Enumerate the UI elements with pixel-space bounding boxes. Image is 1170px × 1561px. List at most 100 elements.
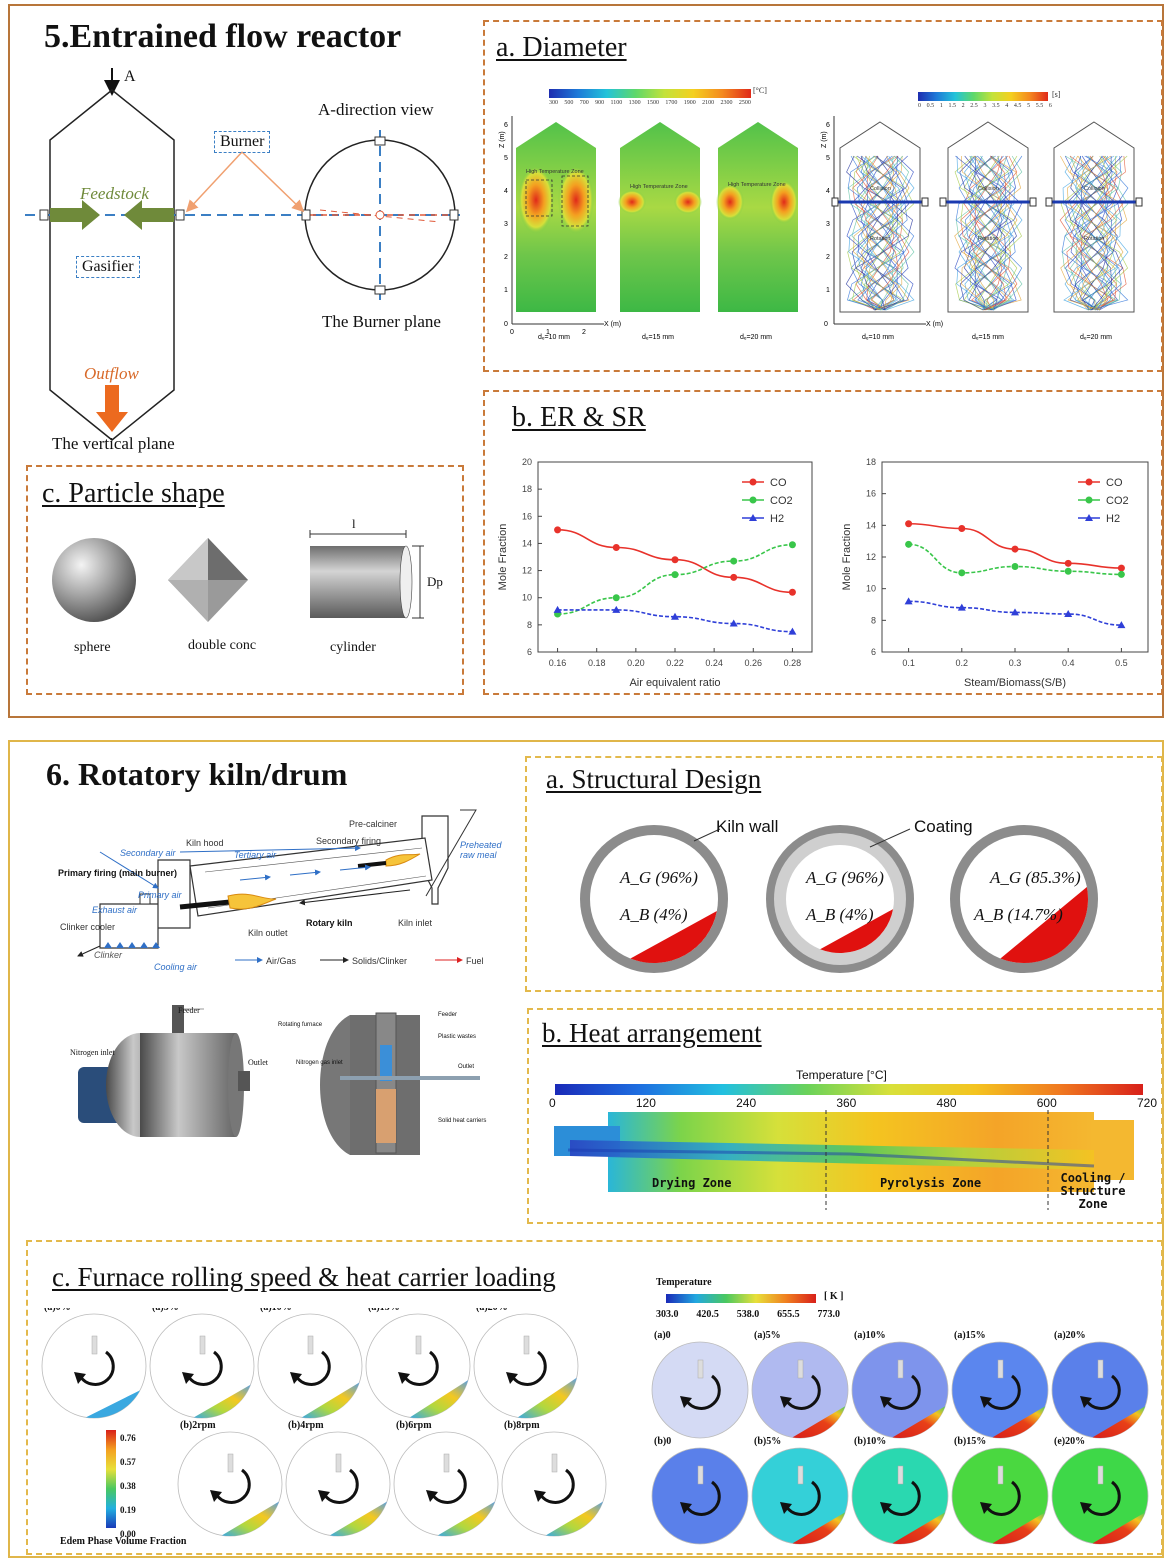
- collision-label: Collision: [978, 186, 999, 192]
- speed-drum: (b)6rpm: [393, 1420, 499, 1537]
- streamline: [963, 155, 1011, 311]
- heat-tick: 480: [936, 1096, 957, 1110]
- temp-tick: 300: [549, 100, 558, 106]
- feeder-stub: [997, 1465, 1004, 1485]
- nitrogen-inlet-label: Nitrogen inlet: [70, 1048, 115, 1057]
- legend-marker: [1085, 478, 1093, 486]
- streamline: [960, 155, 1018, 311]
- streamline: [954, 155, 1022, 311]
- cylinder-shape: [310, 546, 406, 618]
- ring2-ab: A_B (4%): [806, 905, 874, 924]
- legend-fuel: Fuel: [466, 956, 484, 966]
- y-tick-label: 10: [866, 584, 876, 594]
- temperature-k-unit: [ K ]: [824, 1291, 844, 1302]
- data-point-H2: [729, 619, 738, 627]
- temp-tick: 2100: [702, 100, 715, 106]
- drum-label: (a)5%: [152, 1308, 179, 1313]
- heat-arrangement-panel: [527, 1008, 1163, 1224]
- streamline: [852, 155, 910, 311]
- streamline: [861, 155, 899, 311]
- speed-drum: (b)4rpm: [285, 1420, 391, 1537]
- drum-label: (a)10%: [260, 1308, 292, 1313]
- outlet-photo-label: Outlet: [248, 1058, 268, 1067]
- k-tick: 420.5: [696, 1309, 719, 1320]
- rotation-arrow: [884, 1374, 921, 1410]
- drum-circle: [951, 1447, 1049, 1545]
- x-axis-label: Steam/Biomass(S/B): [964, 677, 1066, 689]
- legend-label: CO: [770, 477, 787, 489]
- rotation-arrowhead: [290, 1372, 302, 1384]
- time-tick: 0: [918, 103, 921, 109]
- burden-segment: [630, 910, 717, 963]
- feeder-stub: [897, 1359, 904, 1379]
- data-point-CO: [905, 520, 913, 528]
- heat-tick: 240: [736, 1096, 757, 1110]
- plot-frame: [881, 461, 1149, 653]
- x-axis-label: Air equivalent ratio: [629, 677, 720, 689]
- rotation-label: Rotation: [1084, 236, 1105, 242]
- rotation-arrow: [294, 1350, 331, 1386]
- rotation-arrow: [884, 1480, 921, 1516]
- legend-marker: [749, 478, 757, 486]
- drum-photo-and-cutaway: [78, 1005, 480, 1155]
- x-tick-label: 0.5: [1115, 658, 1128, 668]
- x-axis-label: X (m): [926, 321, 943, 328]
- ring1-ag: A_G (96%): [620, 868, 698, 887]
- temperature-k-ticks: 303.0 420.5 538.0 655.5 773.0: [656, 1309, 840, 1320]
- volume-fraction-ticks: 0.76 0.57 0.38 0.19 0.00: [120, 1426, 136, 1546]
- particle-shapes: [52, 530, 424, 622]
- reactor-contour-15mm: [620, 122, 700, 312]
- heat-carrier-bed: [1092, 1512, 1146, 1544]
- drum-label: (a)15%: [954, 1330, 986, 1341]
- y-tick-label: 12: [866, 552, 876, 562]
- cutaway-shell: [320, 1015, 350, 1155]
- y-axis-label: Mole Fraction: [841, 524, 853, 591]
- y-tick-label: 12: [522, 566, 532, 576]
- gasifier-label: Gasifier: [76, 256, 140, 278]
- case-label: dₑ=20 mm: [740, 334, 772, 341]
- time-unit: [s]: [1052, 90, 1061, 99]
- heat-colorbar: [555, 1084, 1143, 1095]
- feeder-stub: [697, 1359, 704, 1379]
- data-point-CO: [1011, 545, 1019, 553]
- z-tick: 5: [504, 155, 508, 162]
- streamline: [1061, 155, 1129, 311]
- heat-contour: [554, 1110, 1134, 1210]
- feeder-stub: [415, 1335, 422, 1355]
- y-axis-label: Mole Fraction: [497, 524, 509, 591]
- burner-plane-label: The Burner plane: [322, 312, 441, 331]
- drum-label: (b)0: [654, 1436, 671, 1447]
- z-tick: 2: [504, 254, 508, 261]
- data-point-H2: [1064, 610, 1073, 617]
- burner-port: [1135, 197, 1143, 207]
- drum-label: (a)20%: [476, 1308, 508, 1313]
- drum-label: (b)5%: [754, 1436, 781, 1447]
- x-tick-label: 0.28: [784, 658, 802, 668]
- heat-carrier-bed: [792, 1406, 846, 1438]
- y-tick-label: 6: [527, 647, 532, 657]
- x-tick-label: 0.18: [588, 658, 606, 668]
- cooling-zone-label: Cooling / Structure Zone: [1060, 1171, 1126, 1211]
- drum-circle: [851, 1447, 949, 1545]
- drying-zone-label: Drying Zone: [652, 1176, 732, 1190]
- data-point-CO: [1117, 564, 1125, 572]
- streamline: [860, 155, 899, 311]
- furnace-rolling-panel: [26, 1240, 1163, 1555]
- streamline: [956, 155, 1023, 311]
- volume-fraction-colorbar: [106, 1430, 116, 1528]
- loading-drum: (a)15%: [365, 1308, 471, 1419]
- temp-ticks: 300 500 700 900 1100 1300 1500 1700 1900…: [549, 100, 751, 106]
- collision-label: Collision: [1084, 186, 1105, 192]
- feeder-stub: [307, 1335, 314, 1355]
- drum-label: (b)6rpm: [396, 1420, 432, 1431]
- legend-label: CO: [1106, 477, 1123, 489]
- drum-label: (b)4rpm: [288, 1420, 324, 1431]
- rotation-arrowhead: [534, 1490, 546, 1502]
- drum-circle: [149, 1313, 255, 1419]
- streamline: [865, 155, 894, 311]
- streamline: [968, 155, 1007, 311]
- structural-design-panel: [525, 756, 1163, 992]
- rotation-arrowhead: [780, 1396, 792, 1408]
- heat-carrier-bed: [545, 1501, 603, 1536]
- z-tick: 3: [504, 221, 508, 228]
